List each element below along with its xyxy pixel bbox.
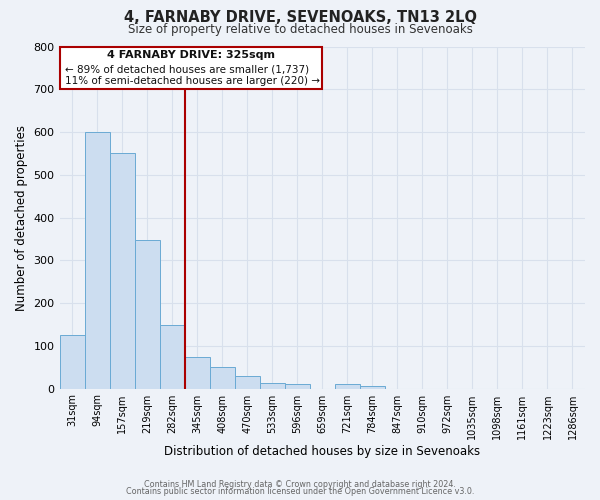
Text: Contains public sector information licensed under the Open Government Licence v3: Contains public sector information licen… bbox=[126, 487, 474, 496]
Bar bbox=[335, 384, 360, 388]
Bar bbox=[134, 240, 160, 388]
Bar bbox=[59, 335, 85, 388]
Bar bbox=[260, 384, 285, 388]
Text: 11% of semi-detached houses are larger (220) →: 11% of semi-detached houses are larger (… bbox=[65, 76, 320, 86]
X-axis label: Distribution of detached houses by size in Sevenoaks: Distribution of detached houses by size … bbox=[164, 444, 481, 458]
Text: 4, FARNABY DRIVE, SEVENOAKS, TN13 2LQ: 4, FARNABY DRIVE, SEVENOAKS, TN13 2LQ bbox=[124, 10, 476, 25]
Bar bbox=[209, 367, 235, 388]
Bar bbox=[235, 376, 260, 388]
Text: Contains HM Land Registry data © Crown copyright and database right 2024.: Contains HM Land Registry data © Crown c… bbox=[144, 480, 456, 489]
Bar bbox=[160, 326, 185, 388]
FancyBboxPatch shape bbox=[60, 46, 322, 90]
Y-axis label: Number of detached properties: Number of detached properties bbox=[15, 124, 28, 310]
Bar bbox=[85, 132, 110, 388]
Bar bbox=[110, 154, 134, 388]
Text: ← 89% of detached houses are smaller (1,737): ← 89% of detached houses are smaller (1,… bbox=[65, 65, 309, 75]
Text: Size of property relative to detached houses in Sevenoaks: Size of property relative to detached ho… bbox=[128, 22, 472, 36]
Text: 4 FARNABY DRIVE: 325sqm: 4 FARNABY DRIVE: 325sqm bbox=[107, 50, 275, 60]
Bar bbox=[285, 384, 310, 388]
Bar bbox=[360, 386, 385, 388]
Bar bbox=[185, 356, 209, 388]
